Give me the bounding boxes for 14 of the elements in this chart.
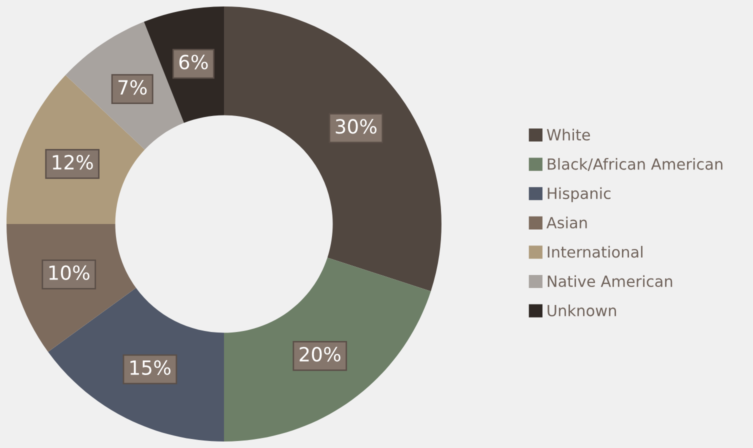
data-label: 30% — [336, 119, 376, 134]
legend-label: Unknown — [548, 304, 616, 316]
data-label: 20% — [300, 346, 340, 362]
legend-label: Black/African American — [548, 158, 722, 172]
legend-label: White — [546, 128, 590, 141]
legend-label: International — [548, 246, 642, 258]
data-label: 6% — [179, 54, 208, 70]
legend-label: Asian — [546, 216, 587, 228]
data-label: 15% — [130, 360, 170, 375]
data-label: 12% — [52, 154, 93, 170]
data-label: 7% — [118, 80, 147, 95]
data-label: 10% — [49, 265, 90, 280]
legend-label: Native American — [548, 275, 672, 288]
legend-label: Hispanic — [548, 187, 610, 202]
